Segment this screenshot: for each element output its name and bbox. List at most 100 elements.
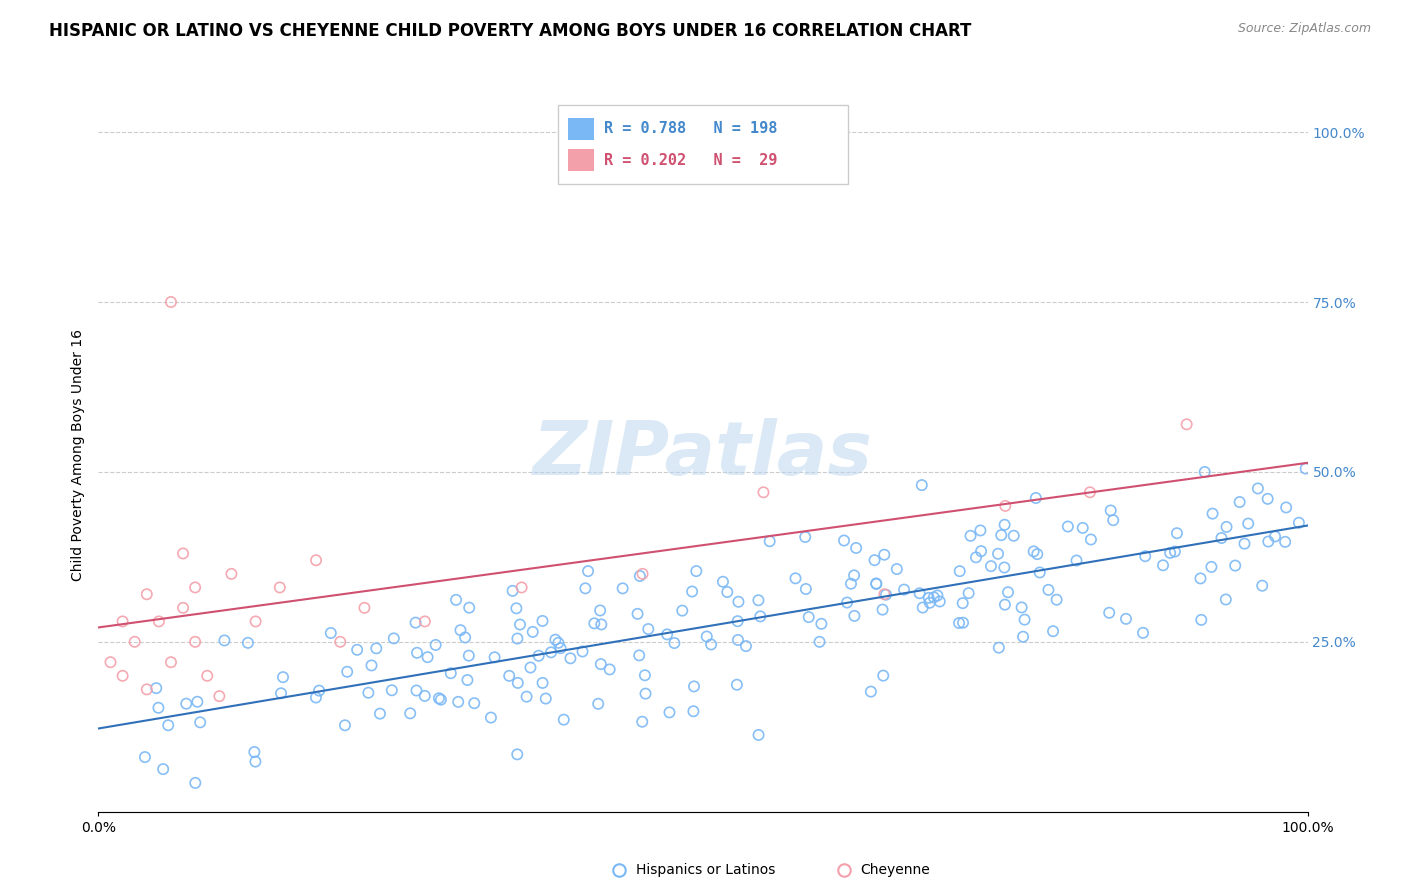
Text: ZIPatlas: ZIPatlas (533, 418, 873, 491)
Point (1264, 529, 1286, 543)
Y-axis label: Child Poverty Among Boys Under 16: Child Poverty Among Boys Under 16 (72, 329, 86, 581)
Point (440, 666, 463, 681)
Point (134, 750, 156, 764)
Point (872, 602, 894, 616)
Point (682, 704, 704, 718)
Point (716, 585, 738, 599)
Point (444, 593, 467, 607)
Point (727, 632, 749, 647)
Point (1225, 558, 1247, 573)
Point (308, 683, 330, 698)
Point (952, 596, 974, 610)
Point (957, 586, 980, 600)
Point (172, 600, 194, 615)
Point (927, 589, 949, 603)
Point (522, 624, 544, 639)
Point (135, 587, 157, 601)
Point (456, 673, 478, 687)
Point (696, 630, 718, 644)
Point (174, 697, 197, 711)
Point (671, 604, 693, 618)
Point (416, 650, 439, 665)
Point (484, 650, 506, 665)
Point (1257, 534, 1279, 549)
Point (794, 530, 817, 544)
Point (506, 676, 529, 690)
Point (727, 614, 749, 628)
Point (1194, 465, 1216, 479)
Point (148, 615, 170, 629)
Text: Cheyenne: Cheyenne (860, 863, 931, 877)
Point (683, 680, 706, 694)
Point (509, 617, 531, 632)
Point (357, 686, 380, 700)
Point (735, 639, 758, 653)
Point (571, 644, 593, 658)
Point (366, 641, 388, 656)
Point (1164, 544, 1187, 558)
Point (152, 762, 174, 776)
Point (553, 713, 575, 727)
Point (1159, 546, 1181, 560)
Point (1288, 516, 1310, 530)
Point (711, 574, 734, 589)
Point (333, 718, 356, 732)
Point (270, 686, 292, 700)
Point (195, 669, 218, 683)
Point (560, 651, 582, 665)
Point (160, 655, 183, 669)
Point (527, 648, 550, 663)
Point (685, 564, 707, 578)
Point (1002, 529, 1025, 543)
Point (243, 745, 266, 759)
Point (1057, 519, 1080, 533)
Point (994, 517, 1017, 532)
Point (111, 615, 134, 629)
Point (382, 632, 405, 646)
Point (1189, 571, 1212, 585)
Point (271, 670, 294, 684)
Point (550, 641, 572, 656)
Point (994, 598, 1017, 612)
Point (124, 635, 146, 649)
Point (948, 615, 970, 630)
Point (1247, 482, 1270, 496)
Point (329, 635, 352, 649)
Point (785, 571, 807, 585)
Point (748, 728, 770, 742)
Point (148, 700, 170, 714)
Point (1215, 520, 1237, 534)
Point (586, 697, 609, 711)
Point (839, 576, 862, 591)
Point (859, 684, 882, 698)
Point (540, 645, 562, 659)
Point (1029, 566, 1052, 580)
Point (413, 615, 436, 629)
Point (832, 533, 855, 548)
Point (502, 583, 524, 598)
Point (1295, 461, 1317, 475)
Point (637, 622, 659, 636)
Point (1026, 547, 1049, 561)
Point (111, 669, 134, 683)
Point (873, 548, 896, 562)
Point (725, 678, 748, 692)
Point (245, 755, 267, 769)
Point (184, 581, 207, 595)
Point (980, 559, 1002, 574)
Point (612, 582, 634, 596)
Point (172, 546, 194, 560)
Point (457, 648, 479, 663)
Bar (568, 118, 595, 139)
Point (634, 668, 657, 682)
Point (700, 637, 723, 651)
Point (135, 682, 157, 697)
Point (631, 714, 654, 729)
Point (516, 690, 538, 704)
Text: Hispanics or Latinos: Hispanics or Latinos (636, 863, 775, 877)
Point (808, 635, 831, 649)
Point (430, 692, 453, 706)
Point (479, 710, 502, 724)
Point (835, 595, 858, 609)
Point (463, 696, 485, 710)
